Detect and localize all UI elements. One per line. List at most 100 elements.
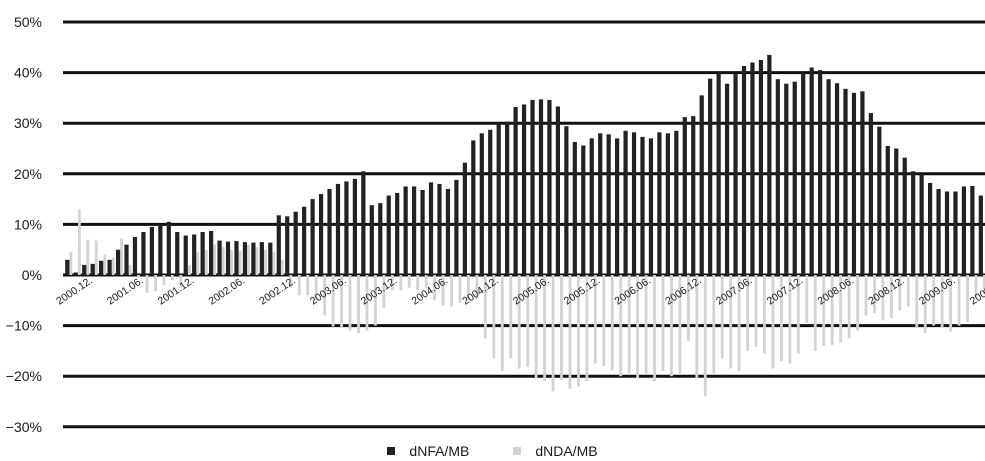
bar-dNFA: [521, 104, 527, 275]
bar-dNFA: [944, 191, 950, 275]
bar-dNDA: [509, 275, 513, 359]
bar-dNFA: [708, 78, 713, 275]
bar-dNFA: [640, 136, 645, 275]
bar-dNFA: [648, 138, 654, 275]
bar-dNDA: [653, 275, 656, 382]
bar-dNDA: [187, 264, 191, 275]
bar-dNFA: [327, 188, 332, 275]
bar-dNDA: [297, 275, 301, 296]
bar-dNDA: [974, 275, 978, 298]
bar-dNFA: [877, 126, 882, 276]
legend-swatch-dNDA: [513, 447, 522, 455]
bar-dNDA: [162, 275, 166, 286]
bar-dNFA: [369, 205, 374, 275]
bar-dNFA: [428, 182, 434, 275]
bar-dNFA: [335, 183, 341, 275]
bar-dNDA: [390, 275, 394, 291]
bar-dNFA: [530, 99, 535, 275]
bar-dNFA: [606, 134, 611, 275]
bar-dNFA: [843, 88, 848, 275]
y-tick-label: −10%: [6, 318, 42, 334]
bar-dNFA: [564, 126, 569, 276]
bar-dNFA: [378, 203, 383, 275]
bar-dNFA: [792, 81, 797, 276]
bar-dNFA: [851, 92, 857, 275]
bar-dNFA: [970, 185, 975, 275]
bar-dNDA: [323, 275, 327, 316]
bar-dNDA: [475, 275, 479, 300]
bar-dNFA: [124, 244, 129, 275]
bar-dNFA: [166, 221, 171, 275]
bar-dNFA: [268, 242, 273, 275]
bar-dNDA: [796, 275, 800, 354]
bar-dNDA: [416, 275, 420, 291]
bar-dNFA: [209, 230, 214, 275]
bar-dNFA: [183, 235, 188, 275]
bar-dNFA: [911, 171, 916, 275]
bar-dNDA: [272, 252, 276, 275]
bar-dNDA: [306, 275, 310, 296]
bar-dNFA: [758, 59, 764, 276]
bar-dNFA: [318, 194, 324, 275]
bar-dNDA: [221, 247, 225, 275]
bar-dNFA: [488, 129, 493, 275]
bar-dNDA: [610, 275, 614, 371]
bar-dNDA: [111, 257, 115, 275]
bar-dNFA: [90, 263, 95, 275]
bar-dNFA: [225, 241, 231, 275]
bar-dNFA: [665, 133, 670, 275]
bar-dNDA: [467, 275, 470, 301]
bar-dNDA: [543, 275, 546, 382]
bar-dNDA: [856, 275, 859, 331]
bar-dNDA: [551, 275, 555, 392]
bar-dNFA: [716, 72, 721, 275]
bar-dNDA: [906, 275, 910, 307]
bar-dNFA: [505, 121, 510, 276]
bar-dNFA: [733, 74, 738, 276]
bar-dNDA: [450, 275, 453, 307]
bar-dNFA: [395, 193, 400, 275]
x-tick-label: 2002.06.: [206, 275, 247, 308]
bar-dNFA: [691, 116, 696, 276]
bar-dNFA: [107, 259, 112, 275]
bar-dNFA: [724, 83, 730, 275]
bar-dNFA: [682, 117, 687, 275]
bar-dNFA: [437, 183, 442, 275]
bar-dNDA: [137, 275, 140, 278]
bar-dNDA: [805, 275, 809, 324]
bar-dNDA: [949, 275, 953, 332]
bar-dNDA: [433, 275, 437, 301]
legend-item-dNFA: dNFA/MB: [387, 443, 469, 459]
bar-dNFA: [902, 157, 907, 275]
bar-dNDA: [77, 209, 81, 275]
bar-dNFA: [598, 133, 603, 275]
x-tick-label: 2002.12.: [257, 275, 298, 308]
bar-dNFA: [285, 216, 290, 275]
bar-dNFA: [547, 99, 552, 275]
bar-dNDA: [780, 275, 783, 362]
bar-dNDA: [331, 275, 335, 327]
bar-dNFA: [412, 186, 417, 275]
bar-dNFA: [919, 173, 924, 275]
bar-dNFA: [149, 226, 154, 275]
x-tick-label: 2001.12.: [156, 275, 197, 308]
bar-dNFA: [589, 138, 594, 275]
bar-dNDA: [238, 250, 242, 275]
bar-dNFA: [242, 242, 248, 275]
bar-dNDA: [348, 275, 352, 331]
bar-dNFA: [674, 130, 679, 275]
bar-dNDA: [957, 275, 961, 326]
bar-dNDA: [898, 275, 902, 311]
bar-dNDA: [686, 275, 690, 341]
bar-dNDA: [179, 275, 183, 288]
bar-dNDA: [247, 244, 250, 275]
bar-dNFA: [200, 231, 205, 275]
bar-dNDA: [289, 275, 293, 288]
bar-dNDA: [830, 275, 834, 345]
bar-dNDA: [763, 275, 766, 354]
bar-dNDA: [120, 238, 124, 275]
y-tick-label: 0%: [22, 267, 42, 283]
bar-dNFA: [217, 240, 222, 275]
bar-dNFA: [82, 264, 87, 275]
bar-dNDA: [670, 275, 673, 377]
